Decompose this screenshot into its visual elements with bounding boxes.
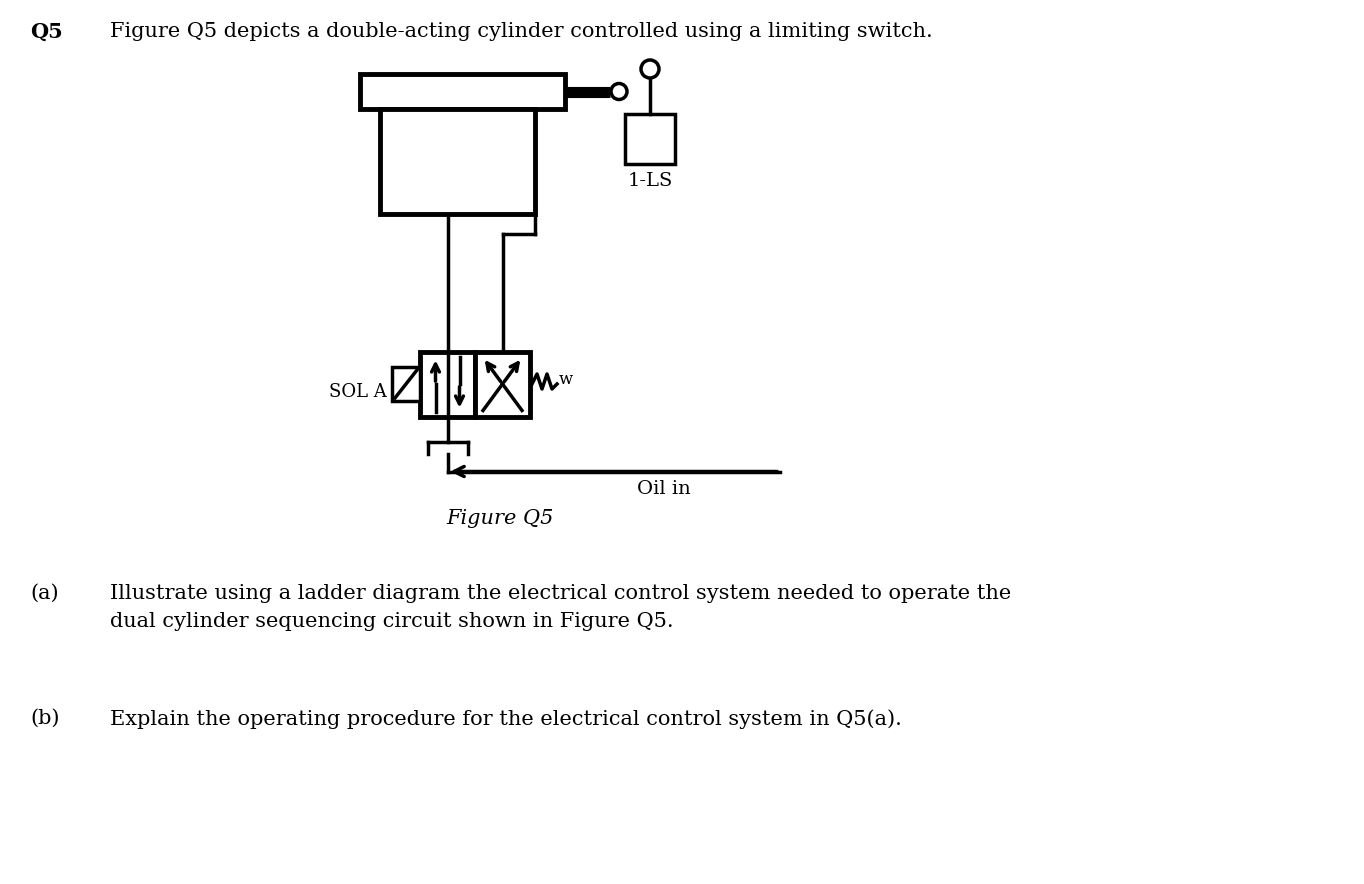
Text: Oil in: Oil in	[637, 479, 690, 498]
Text: w: w	[559, 370, 573, 387]
Text: Explain the operating procedure for the electrical control system in Q5(a).: Explain the operating procedure for the …	[110, 709, 902, 728]
Text: Illustrate using a ladder diagram the electrical control system needed to operat: Illustrate using a ladder diagram the el…	[110, 584, 1011, 631]
Text: Q5: Q5	[30, 22, 63, 42]
Circle shape	[641, 60, 659, 78]
Bar	[360, 74, 565, 109]
Bar	[381, 109, 535, 214]
Bar	[391, 367, 420, 401]
Text: (a): (a)	[30, 584, 59, 603]
Text: Figure Q5 depicts a double-acting cylinder controlled using a limiting switch.: Figure Q5 depicts a double-acting cylind…	[110, 22, 933, 41]
Text: 1-LS: 1-LS	[627, 172, 672, 190]
Bar	[475, 352, 531, 416]
Text: Figure Q5: Figure Q5	[446, 509, 554, 528]
Text: (b): (b)	[30, 709, 60, 728]
Circle shape	[611, 83, 627, 100]
Bar	[420, 352, 475, 416]
Bar	[625, 114, 675, 164]
Text: SOL A: SOL A	[329, 383, 387, 401]
